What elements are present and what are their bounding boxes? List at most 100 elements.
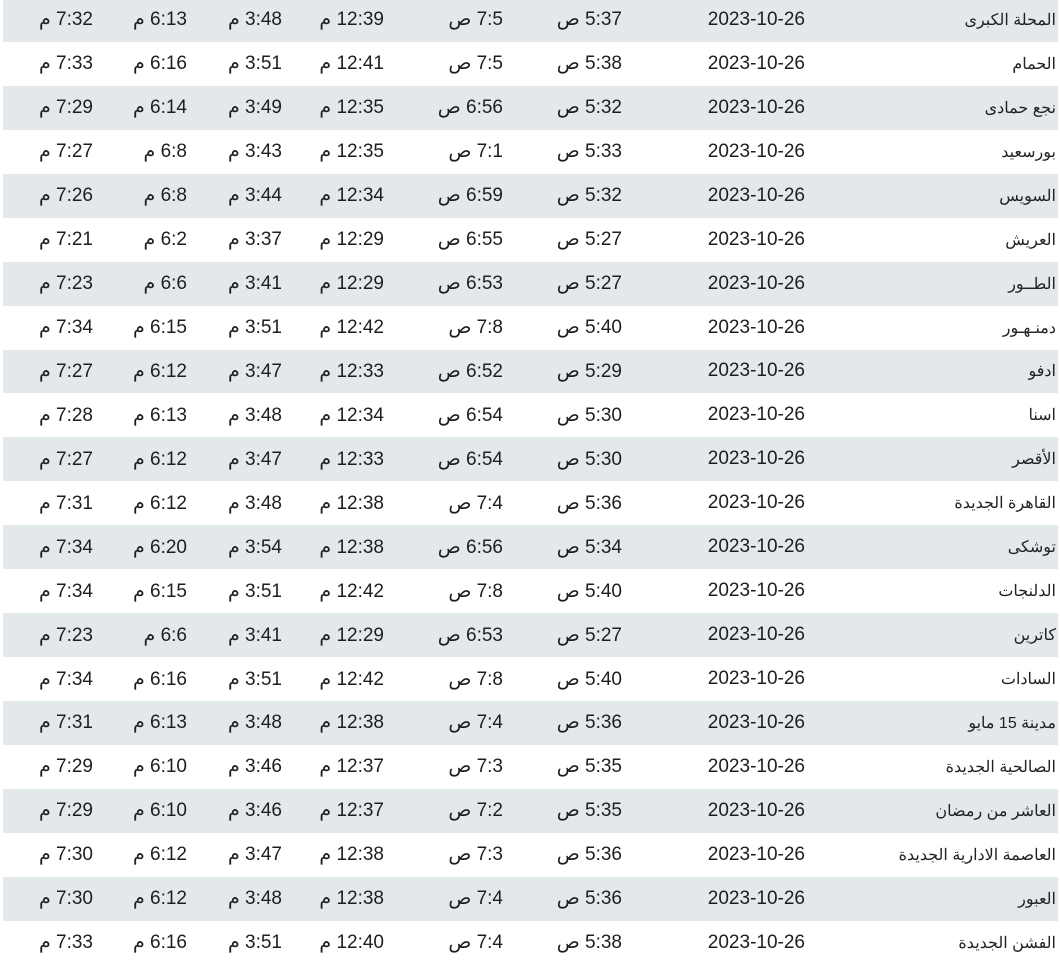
cell-fajr: 5:40 ص (556, 580, 622, 602)
cell-dhuhr: 12:38 م (319, 888, 384, 910)
cell-asr: 3:51 م (227, 668, 282, 690)
cell-city: نجع حمادى (984, 99, 1056, 117)
cell-date: 2023-10-26 (707, 184, 805, 206)
cell-sunrise: 7:1 ص (448, 141, 503, 163)
cell-dhuhr: 12:29 م (319, 273, 384, 295)
cell-date: 2023-10-26 (707, 887, 805, 909)
cell-fajr: 5:27 ص (556, 229, 622, 251)
cell-asr: 3:47 م (227, 844, 282, 866)
cell-asr: 3:47 م (227, 448, 282, 470)
cell-fajr: 5:34 ص (556, 536, 622, 558)
cell-sunrise: 7:4 ص (448, 888, 503, 910)
table-row: الحمام 2023-10-26 5:38 ص 7:5 ص 12:41 م 3:51 م… (3, 42, 1058, 86)
cell-isha: 7:30 م (38, 844, 93, 866)
table-row: ادفو 2023-10-26 5:29 ص 6:52 ص 12:33 م 3:47 م 6… (3, 349, 1058, 394)
cell-isha: 7:21 م (38, 229, 93, 251)
cell-city: الأقصر (1012, 451, 1056, 469)
cell-dhuhr: 12:29 م (319, 229, 384, 251)
cell-dhuhr: 12:35 م (319, 141, 384, 163)
cell-date: 2023-10-26 (707, 8, 805, 30)
cell-asr: 3:46 م (227, 800, 282, 822)
cell-fajr: 5:27 ص (556, 273, 622, 295)
cell-fajr: 5:37 ص (556, 9, 622, 31)
cell-isha: 7:34 م (38, 317, 93, 339)
cell-dhuhr: 12:34 م (319, 404, 384, 426)
cell-city: القاهرة الجديدة (954, 495, 1056, 513)
cell-asr: 3:43 م (227, 141, 282, 163)
cell-isha: 7:32 م (38, 9, 93, 31)
table-row: العبور 2023-10-26 5:36 ص 7:4 ص 12:38 م 3:48 م… (3, 876, 1058, 921)
cell-sunrise: 6:54 ص (437, 448, 503, 470)
cell-dhuhr: 12:29 م (319, 624, 384, 646)
cell-maghrib: 6:13 م (132, 712, 187, 734)
cell-sunrise: 6:52 ص (437, 360, 503, 382)
cell-city: العاشر من رمضان (935, 802, 1056, 820)
cell-date: 2023-10-26 (707, 140, 805, 162)
cell-maghrib: 6:15 م (132, 317, 187, 339)
cell-dhuhr: 12:38 م (319, 492, 384, 514)
cell-isha: 7:33 م (38, 932, 93, 954)
cell-fajr: 5:27 ص (556, 624, 622, 646)
cell-maghrib: 6:12 م (132, 360, 187, 382)
cell-maghrib: 6:12 م (132, 844, 187, 866)
cell-dhuhr: 12:38 م (319, 712, 384, 734)
cell-fajr: 5:38 ص (556, 53, 622, 75)
cell-fajr: 5:36 ص (556, 888, 622, 910)
cell-asr: 3:54 م (227, 536, 282, 558)
cell-sunrise: 7:3 ص (448, 756, 503, 778)
table-row: توشكى 2023-10-26 5:34 ص 6:56 ص 12:38 م 3:54 م… (3, 525, 1058, 570)
cell-date: 2023-10-26 (707, 52, 805, 74)
table-row: الطــور 2023-10-26 5:27 ص 6:53 ص 12:29 م 3:41… (3, 261, 1058, 306)
cell-isha: 7:33 م (38, 53, 93, 75)
cell-sunrise: 7:5 ص (448, 53, 503, 75)
cell-city: العبور (1018, 890, 1056, 908)
table-row: العاصمة الادارية الجديدة 2023-10-26 5:36 ص… (3, 833, 1058, 877)
cell-date: 2023-10-26 (707, 711, 805, 733)
cell-maghrib: 6:20 م (132, 536, 187, 558)
cell-isha: 7:34 م (38, 580, 93, 602)
cell-dhuhr: 12:42 م (319, 580, 384, 602)
cell-date: 2023-10-26 (707, 492, 805, 514)
cell-date: 2023-10-26 (707, 799, 805, 821)
cell-dhuhr: 12:38 م (319, 536, 384, 558)
table-row: الفشن الجديدة 2023-10-26 5:38 ص 7:4 ص 12:40 … (3, 921, 1058, 965)
cell-maghrib: 6:12 م (132, 492, 187, 514)
cell-isha: 7:27 م (38, 360, 93, 382)
cell-maghrib: 6:13 م (132, 404, 187, 426)
cell-sunrise: 7:8 ص (448, 317, 503, 339)
cell-maghrib: 6:13 م (132, 9, 187, 31)
table-row: اسنا 2023-10-26 5:30 ص 6:54 ص 12:34 م 3:48 م 6… (3, 393, 1058, 437)
cell-dhuhr: 12:41 م (319, 53, 384, 75)
cell-asr: 3:47 م (227, 360, 282, 382)
cell-date: 2023-10-26 (707, 360, 805, 382)
cell-asr: 3:51 م (227, 317, 282, 339)
cell-fajr: 5:33 ص (556, 141, 622, 163)
cell-fajr: 5:32 ص (556, 97, 622, 119)
cell-date: 2023-10-26 (707, 404, 805, 426)
cell-maghrib: 6:16 م (132, 668, 187, 690)
cell-dhuhr: 12:42 م (319, 317, 384, 339)
cell-isha: 7:30 م (38, 888, 93, 910)
cell-fajr: 5:38 ص (556, 932, 622, 954)
cell-sunrise: 6:59 ص (437, 185, 503, 207)
cell-sunrise: 7:4 ص (448, 492, 503, 514)
cell-city: الدلنجات (998, 583, 1056, 601)
cell-sunrise: 6:53 ص (437, 624, 503, 646)
cell-fajr: 5:30 ص (556, 448, 622, 470)
cell-dhuhr: 12:34 م (319, 185, 384, 207)
cell-sunrise: 7:5 ص (448, 9, 503, 31)
cell-asr: 3:48 م (227, 888, 282, 910)
cell-date: 2023-10-26 (707, 843, 805, 865)
cell-city: دمنـهـور (1002, 319, 1056, 337)
cell-asr: 3:37 م (227, 229, 282, 251)
table-row: العاشر من رمضان 2023-10-26 5:35 ص 7:2 ص 12:3… (3, 788, 1058, 833)
cell-isha: 7:23 م (38, 273, 93, 295)
cell-date: 2023-10-26 (707, 580, 805, 602)
cell-asr: 3:49 م (227, 97, 282, 119)
cell-city: ادفو (1028, 363, 1056, 381)
cell-isha: 7:28 م (38, 404, 93, 426)
cell-fajr: 5:30 ص (556, 404, 622, 426)
cell-city: الطــور (1008, 275, 1056, 293)
cell-maghrib: 6:6 م (143, 624, 187, 646)
table-row: الدلنجات 2023-10-26 5:40 ص 7:8 ص 12:42 م 3:51… (3, 569, 1058, 613)
